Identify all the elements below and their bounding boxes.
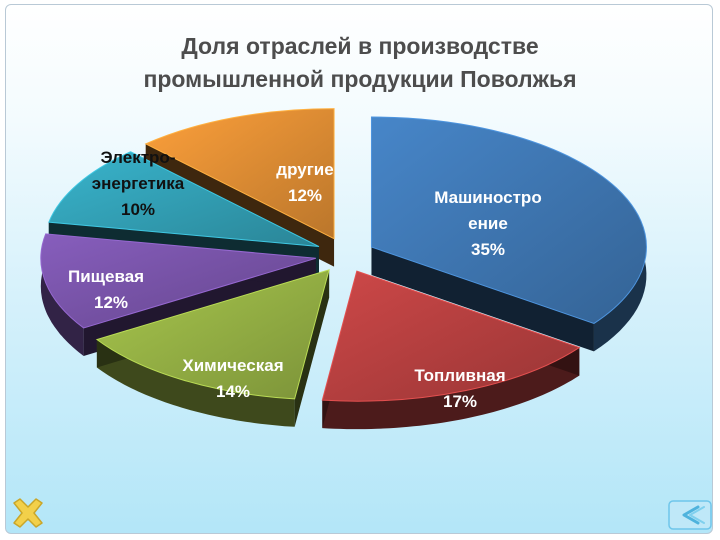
pie-slice-top-1 (321, 270, 581, 402)
close-x-icon[interactable] (10, 495, 46, 531)
back-arrow-icon[interactable] (668, 500, 712, 530)
slice-value-0: 35% (471, 240, 505, 259)
title-line-2: промышленной продукции Поволжья (143, 66, 577, 92)
pie-slice-top-3 (40, 233, 316, 329)
slice-value-5: 12% (288, 186, 322, 205)
pie-slice-top-5 (144, 108, 335, 240)
slice-label-3: Пищевая 12% (68, 267, 144, 312)
slice-value-2: 14% (216, 382, 250, 401)
pie-slice-2 (95, 269, 330, 427)
pie-slice-top-0 (370, 116, 647, 324)
slice-label-4: Электро-энергетика 10% (92, 148, 185, 219)
slice-value-1: 17% (443, 392, 477, 411)
page-title: Доля отраслей в производстве промышленно… (0, 30, 720, 96)
slice-name-5: другие (276, 160, 333, 179)
title-line-1: Доля отраслей в производстве (181, 33, 539, 59)
slice-value-4: 10% (121, 200, 155, 219)
slice-name-4: Электро- (101, 148, 176, 167)
slice-name-0: ение (468, 214, 508, 233)
slice-value-3: 12% (94, 293, 128, 312)
slice-name-0: Машиностро (434, 188, 541, 207)
pie-slice-side-3 (40, 233, 84, 356)
pie-slice-side-2 (96, 339, 295, 427)
slice-label-5: другие 12% (276, 160, 333, 205)
pie-slice-cut-0-1 (371, 247, 594, 352)
slice-label-2: Химическая 14% (182, 356, 283, 401)
pie-slice-4 (48, 151, 320, 275)
pie-slice-side-1 (322, 347, 580, 430)
slice-name-1: Топливная (414, 366, 505, 385)
pie-slice-0 (370, 116, 647, 352)
pie-slice-1 (321, 270, 581, 430)
slice-name-2: Химическая (182, 356, 283, 375)
slice-label-0: Машиностро ение 35% (434, 188, 541, 259)
slice-label-1: Топливная 17% (414, 366, 505, 411)
pie-slice-cut-2-0 (294, 269, 330, 427)
slice-name-4: энергетика (92, 174, 185, 193)
pie-slice-top-2 (95, 269, 330, 400)
pie-slice-top-4 (48, 151, 320, 248)
slice-name-3: Пищевая (68, 267, 144, 286)
